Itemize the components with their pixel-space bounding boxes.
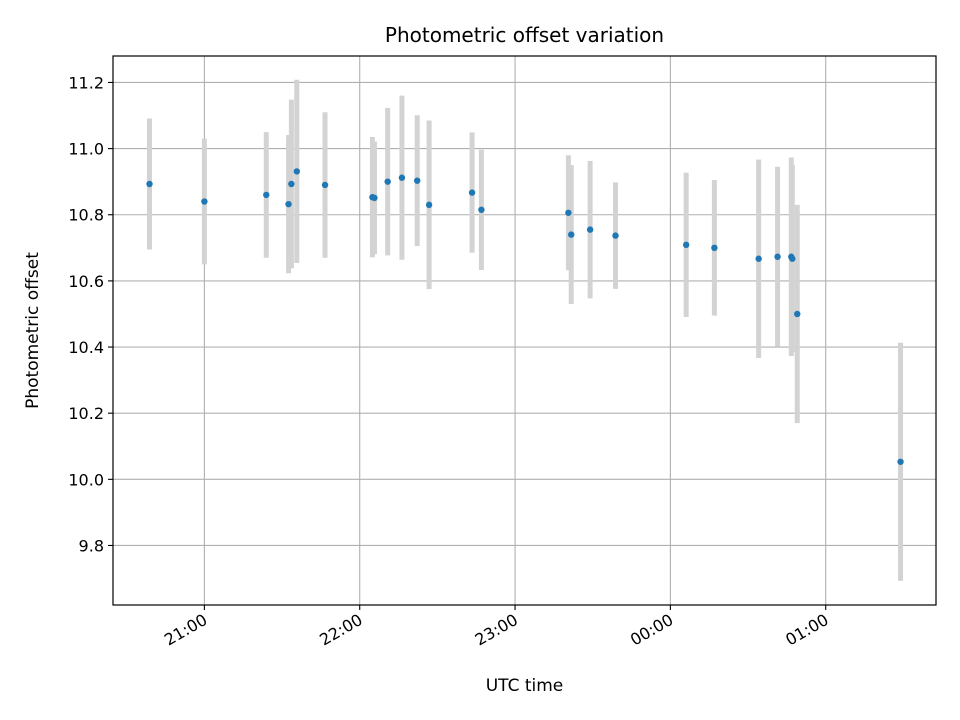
data-point [478, 206, 485, 213]
y-tick-label: 11.0 [68, 140, 104, 159]
y-tick-label: 10.0 [68, 470, 104, 489]
y-axis-label: Photometric offset [23, 252, 43, 409]
data-point [293, 168, 301, 175]
data-point [711, 244, 718, 252]
data-point [201, 198, 208, 205]
data-point [384, 178, 391, 185]
data-points [146, 168, 904, 465]
plot-frame [112, 55, 937, 606]
data-point [789, 255, 796, 262]
y-tick-label: 10.4 [68, 338, 104, 357]
y-tick-label: 9.8 [79, 536, 104, 555]
y-tick-label: 10.2 [68, 404, 104, 423]
data-point [371, 194, 378, 202]
data-point [413, 177, 421, 184]
data-point [774, 253, 781, 260]
data-point [794, 310, 801, 318]
data-point [468, 189, 476, 196]
data-point [288, 180, 295, 188]
y-tick-label: 11.2 [68, 73, 104, 92]
grid-lines [113, 56, 936, 605]
y-tick-label: 10.6 [68, 272, 104, 291]
y-axis-ticks: 9.8 10.0 10.2 10.4 10.6 10.8 11.0 11.2 [68, 73, 113, 555]
data-point [285, 200, 292, 208]
data-point [755, 255, 762, 262]
data-point [146, 180, 153, 188]
data-point [682, 241, 690, 249]
data-point [897, 458, 904, 465]
data-point [425, 201, 433, 209]
data-point [568, 231, 575, 238]
y-tick-label: 10.8 [68, 206, 104, 225]
data-point [263, 191, 270, 199]
data-point [586, 226, 594, 233]
data-point [398, 174, 406, 181]
data-point [612, 232, 619, 239]
chart-title: Photometric offset variation [385, 23, 664, 47]
x-axis-label: UTC time [486, 676, 564, 696]
data-point [321, 181, 329, 189]
data-point [565, 209, 572, 216]
